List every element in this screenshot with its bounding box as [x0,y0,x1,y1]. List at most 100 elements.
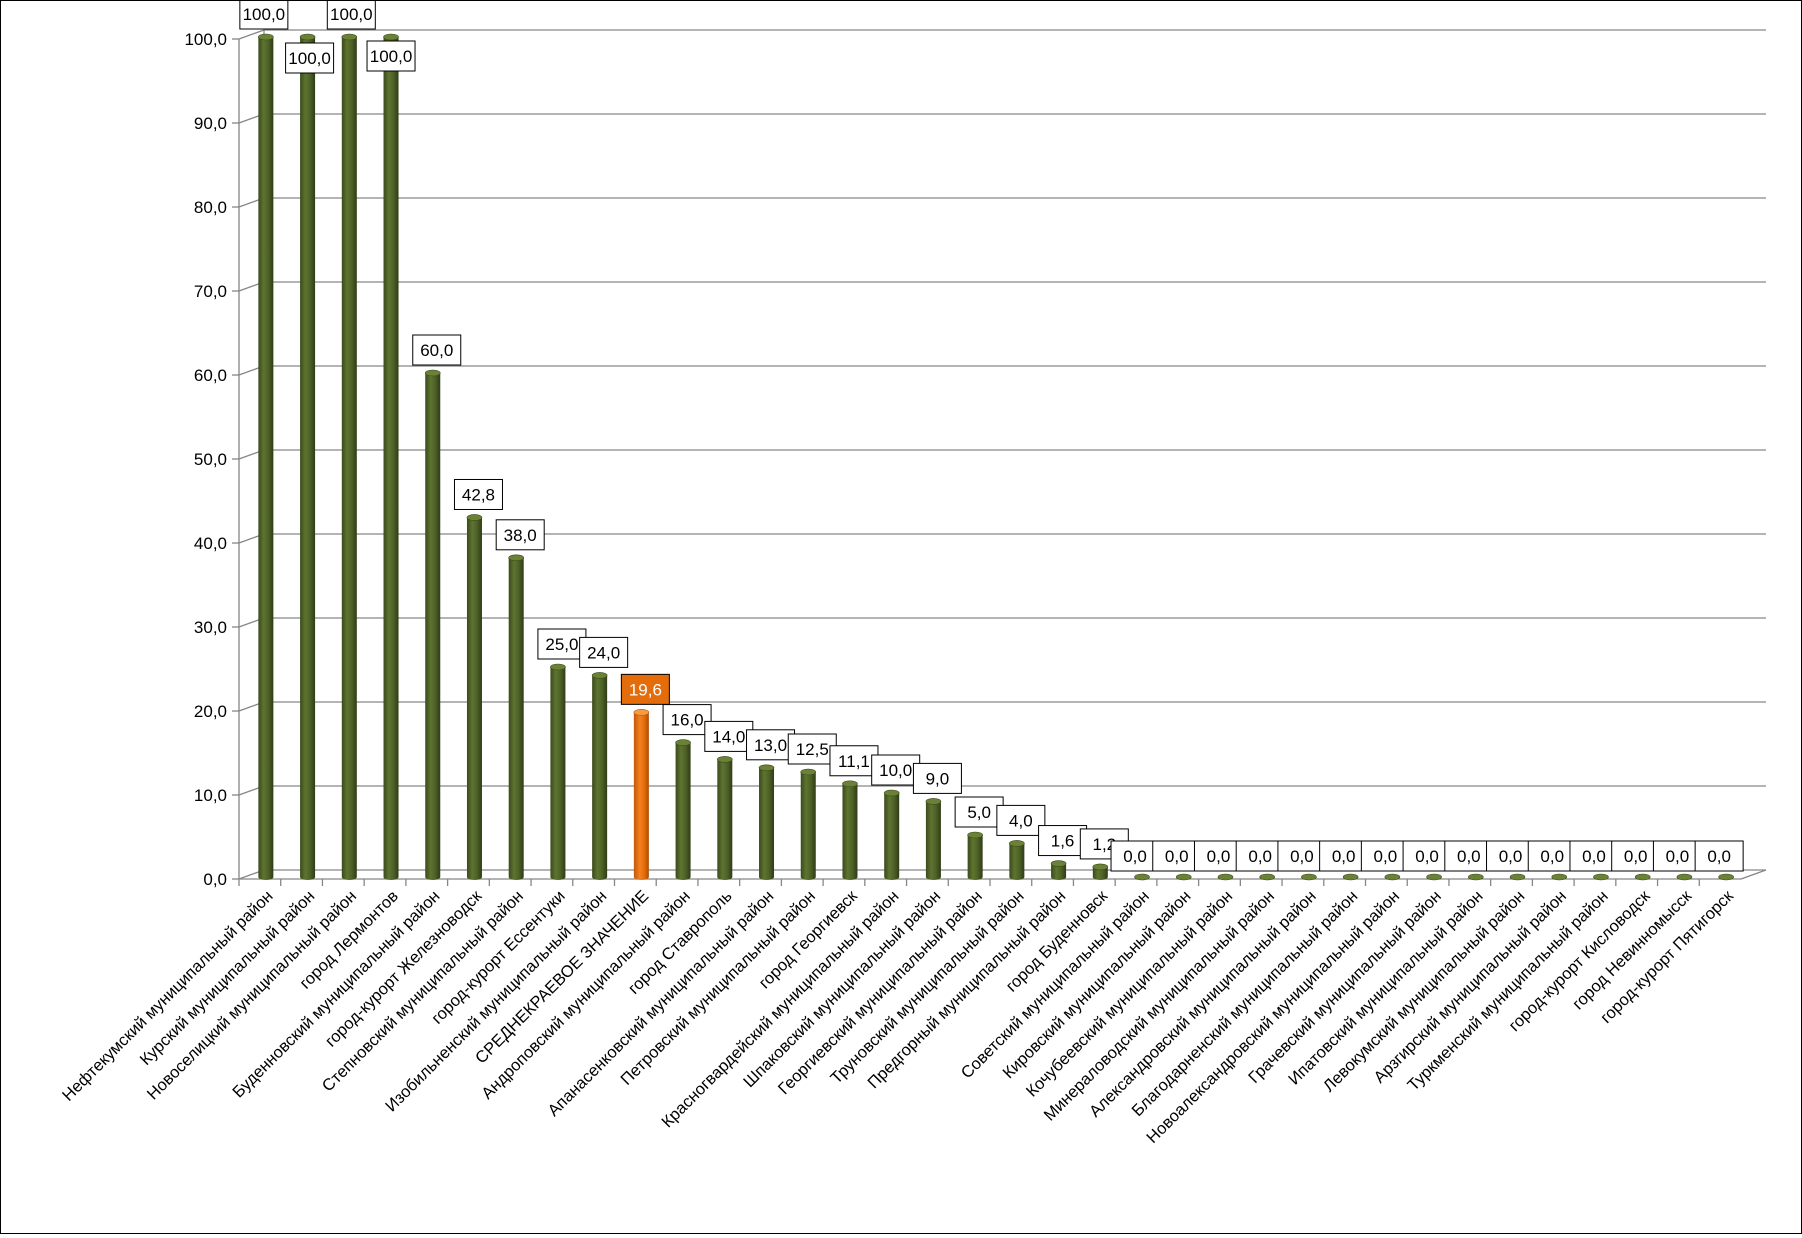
bar-top [675,739,691,746]
data-label: 1,6 [1038,825,1088,857]
bar-top [1426,873,1442,881]
bar-top [1009,840,1025,847]
data-label-box [662,704,712,736]
data-label-text: 10,0 [879,761,912,780]
data-labels: 100,0 100,0 100,0 100,0 60,0 42,8 38,0 25,0 24,0… [239,0,1744,872]
data-label: 24,0 [579,636,629,668]
bar-top [466,514,483,521]
data-label-box [326,0,376,30]
data-label-box [1152,840,1202,872]
data-label: 0,0 [1360,840,1410,872]
data-label: 0,0 [1277,840,1327,872]
data-label: 100,0 [366,40,416,72]
bar-top [967,831,983,839]
bar-top [1468,873,1484,881]
bar [591,672,608,880]
bar-top [1634,873,1651,881]
data-label-box [912,762,962,794]
data-label: 0,0 [1235,840,1285,872]
data-label: 0,0 [1486,840,1536,872]
data-label-text: 9,0 [926,769,950,788]
data-label: 12,5 [787,733,837,765]
data-label-box [829,745,879,777]
data-label-box [704,720,754,752]
bar-body [1092,866,1108,880]
bar-body [800,772,816,880]
bar [341,33,358,880]
bar [1634,873,1651,881]
bar-body [717,759,733,880]
data-label: 60,0 [412,334,462,366]
data-label-box [1235,840,1285,872]
bar-top [633,709,650,716]
bar-top [717,756,733,763]
data-label: 42,8 [453,478,503,510]
y-tick-label: 60,0 [194,366,227,385]
bar-top [424,369,441,377]
bar [1551,873,1568,881]
data-label: 0,0 [1152,840,1202,872]
bar [758,764,775,880]
data-label: 0,0 [1402,840,1452,872]
bar-top [383,33,399,41]
bar [1259,873,1275,881]
data-label-box [620,673,670,705]
y-tick-label: 20,0 [194,702,227,721]
data-label: 0,0 [1652,840,1702,872]
data-label-text: 100,0 [288,49,331,68]
data-label: 11,1 [829,745,879,777]
data-label-text: 16,0 [671,711,704,730]
bar [1050,860,1067,880]
data-label-box [1486,840,1536,872]
bar-top [258,33,274,41]
bar-body [425,373,441,880]
data-label-text: 0,0 [1374,847,1398,866]
data-label-text: 14,0 [712,727,745,746]
data-label: 0,0 [1569,840,1619,872]
bar [1384,873,1401,881]
data-label-text: 25,0 [545,635,578,654]
data-label: 5,0 [954,796,1004,828]
data-label: 100,0 [326,0,376,30]
data-label: 100,0 [285,42,335,74]
bar-body [633,712,649,880]
y-tick-label: 100,0 [184,30,227,49]
bar [925,798,942,880]
bar-top [550,663,566,671]
data-label-box [1193,840,1243,872]
data-label: 9,0 [912,762,962,794]
bar-body [925,801,941,880]
bar-body [258,37,274,880]
data-label: 16,0 [662,704,712,736]
bar [1342,873,1359,881]
data-label-box [746,729,796,761]
data-label-box [1569,840,1619,872]
data-label-text: 0,0 [1248,847,1272,866]
bar-body [466,517,482,880]
data-label-box [1277,840,1327,872]
y-tick-label: 10,0 [194,786,227,805]
bar-body [842,783,858,880]
bar-body [675,742,691,880]
bar-body [884,793,900,880]
data-label-text: 0,0 [1582,847,1606,866]
data-label-text: 100,0 [243,5,286,24]
data-label-box [996,804,1046,836]
data-label-text: 0,0 [1624,847,1648,866]
data-label-box [579,636,629,668]
data-label: 4,0 [996,804,1046,836]
y-tick-label: 50,0 [194,450,227,469]
bar [466,514,483,880]
bar-top [1050,860,1067,867]
data-label: 13,0 [746,729,796,761]
bar-top [1175,873,1192,881]
data-label-box [1319,840,1369,872]
bar-top [842,780,858,788]
data-label-text: 0,0 [1457,847,1481,866]
bar-body [1051,863,1067,880]
data-label-text: 0,0 [1499,847,1523,866]
bar-top [299,33,316,41]
bar [1593,873,1609,881]
bar-top [1134,873,1150,881]
